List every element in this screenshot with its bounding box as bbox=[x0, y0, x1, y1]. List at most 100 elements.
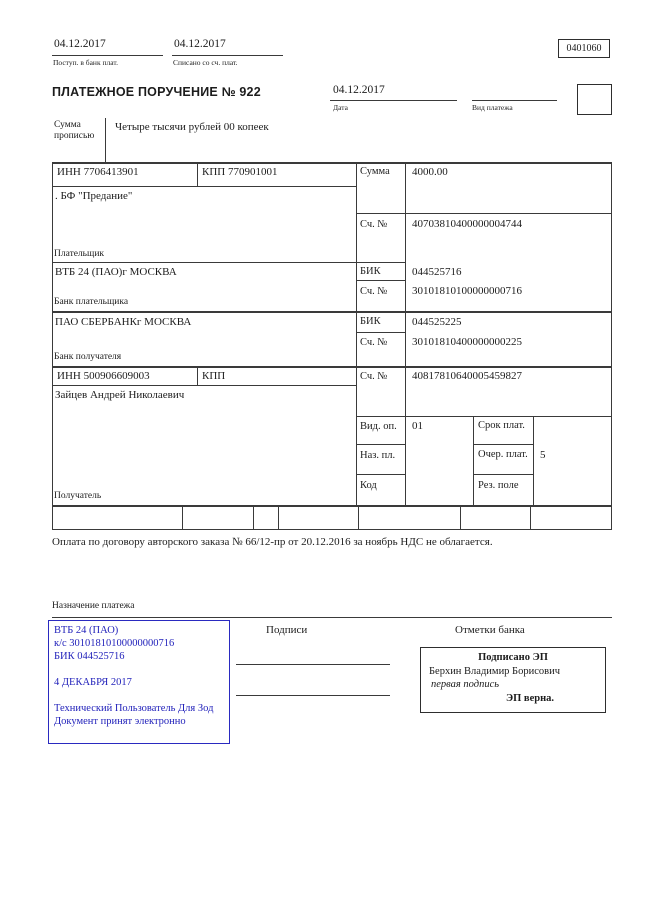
stamp-bank-name: ВТБ 24 (ПАО) bbox=[54, 625, 119, 636]
grid-line bbox=[330, 100, 457, 102]
payer-bank-account-label: Сч. № bbox=[360, 286, 388, 297]
payee-account-label: Сч. № bbox=[360, 371, 388, 382]
esign-name: Берхин Владимир Борисович bbox=[429, 665, 560, 677]
grid-line bbox=[197, 366, 199, 386]
grid-line bbox=[473, 474, 534, 476]
pay-term-label: Срок плат. bbox=[478, 420, 525, 431]
grid-line bbox=[473, 444, 534, 446]
stamp-note: Документ принят электронно bbox=[54, 716, 186, 727]
grid-line bbox=[52, 262, 406, 264]
grid-line bbox=[356, 162, 358, 506]
date-label: Дата bbox=[333, 103, 348, 112]
payee-name: Зайцев Андрей Николаевич bbox=[55, 389, 185, 401]
esign-title: Подписано ЭП bbox=[478, 652, 548, 663]
grid-line bbox=[236, 695, 390, 697]
grid-line bbox=[356, 416, 612, 418]
payee-bank-bik: 044525225 bbox=[412, 316, 462, 328]
grid-line bbox=[533, 416, 535, 506]
payee-bank-name: ПАО СБЕРБАНКг МОСКВА bbox=[55, 316, 192, 328]
grid-line bbox=[52, 505, 612, 507]
payer-kpp: КПП 770901001 bbox=[202, 166, 278, 178]
payee-bank-account: 30101810400000000225 bbox=[412, 336, 522, 348]
grid-line bbox=[278, 505, 280, 530]
op-type-label: Вид. оп. bbox=[360, 421, 397, 432]
form-code-box: 0401060 bbox=[558, 39, 610, 58]
grid-line bbox=[105, 118, 107, 162]
payer-name: . БФ "Предание" bbox=[55, 190, 133, 202]
payer-bank-name: ВТБ 24 (ПАО)г МОСКВА bbox=[55, 266, 177, 278]
payee-label: Получатель bbox=[54, 491, 102, 501]
sum-value: 4000.00 bbox=[412, 166, 448, 178]
grid-line bbox=[356, 332, 406, 334]
payer-bank-account: 30101810100000000716 bbox=[412, 285, 522, 297]
payer-label: Плательщик bbox=[54, 249, 105, 259]
grid-line bbox=[530, 505, 532, 530]
payment-purpose-label: Назначение платежа bbox=[52, 601, 135, 611]
payment-kind-box bbox=[577, 84, 612, 115]
pay-order-value: 5 bbox=[540, 449, 546, 461]
grid-line bbox=[253, 505, 255, 530]
bank-stamp: ВТБ 24 (ПАО) к/с 30101810100000000716 БИ… bbox=[48, 620, 230, 744]
payer-account: 40703810400000004744 bbox=[412, 218, 522, 230]
op-type-value: 01 bbox=[412, 420, 423, 432]
reserve-field-label: Рез. поле bbox=[478, 480, 519, 491]
esign-verified: ЭП верна. bbox=[505, 692, 554, 704]
grid-line bbox=[610, 162, 612, 530]
grid-line bbox=[356, 474, 406, 476]
received-date: 04.12.2017 bbox=[54, 38, 106, 50]
payment-purpose-text: Оплата по договору авторского заказа № 6… bbox=[52, 536, 493, 548]
debited-date-label: Списано со сч. плат. bbox=[173, 58, 238, 67]
stamp-corr-account: к/с 30101810100000000716 bbox=[54, 638, 175, 649]
code-label: Код bbox=[360, 480, 377, 491]
stamp-bik: БИК 044525716 bbox=[54, 651, 125, 662]
grid-line bbox=[52, 385, 357, 387]
purpose-code-label: Наз. пл. bbox=[360, 450, 396, 461]
bank-marks-label: Отметки банка bbox=[455, 624, 525, 636]
grid-line bbox=[358, 505, 360, 530]
grid-line bbox=[473, 416, 475, 506]
payer-bank-label: Банк плательщика bbox=[54, 297, 129, 307]
grid-line bbox=[52, 366, 612, 368]
payer-account-label: Сч. № bbox=[360, 219, 388, 230]
payee-kpp-label: КПП bbox=[202, 370, 226, 382]
grid-line bbox=[356, 444, 406, 446]
grid-line bbox=[197, 162, 199, 187]
esign-note: первая подпись bbox=[431, 679, 500, 690]
stamp-date: 4 ДЕКАБРЯ 2017 bbox=[54, 677, 132, 688]
grid-line bbox=[460, 505, 462, 530]
sum-label: Сумма bbox=[360, 166, 390, 177]
grid-line bbox=[472, 100, 557, 102]
esign-box: Подписано ЭП Берхин Владимир Борисович п… bbox=[420, 647, 606, 713]
grid-line bbox=[52, 162, 54, 530]
stamp-user: Технический Пользователь Для Зод bbox=[54, 703, 214, 714]
stamp-spacer bbox=[54, 663, 224, 676]
payment-order-title: ПЛАТЕЖНОЕ ПОРУЧЕНИЕ № 922 bbox=[52, 85, 261, 99]
payer-bank-bik: 044525716 bbox=[412, 266, 462, 278]
stamp-spacer bbox=[54, 689, 224, 702]
debited-date: 04.12.2017 bbox=[174, 38, 226, 50]
grid-line bbox=[356, 213, 612, 215]
grid-line bbox=[182, 505, 184, 530]
payer-inn: ИНН 7706413901 bbox=[57, 166, 139, 178]
payee-account: 40817810640005459827 bbox=[412, 370, 522, 382]
grid-line bbox=[405, 162, 407, 506]
signatures-label: Подписи bbox=[266, 624, 308, 636]
payee-bank-bik-label: БИК bbox=[360, 316, 381, 327]
payment-kind-label: Вид платежа bbox=[472, 103, 513, 112]
received-date-label: Поступ. в банк плат. bbox=[53, 58, 118, 67]
amount-words-label: Сумма прописью bbox=[54, 120, 95, 141]
grid-line bbox=[52, 162, 612, 164]
document-date: 04.12.2017 bbox=[333, 84, 385, 96]
grid-line bbox=[52, 311, 612, 313]
grid-line bbox=[236, 664, 390, 666]
payer-bank-bik-label: БИК bbox=[360, 266, 381, 277]
grid-line bbox=[356, 280, 406, 282]
payee-bank-account-label: Сч. № bbox=[360, 337, 388, 348]
amount-words-value: Четыре тысячи рублей 00 копеек bbox=[115, 121, 269, 133]
grid-line bbox=[52, 186, 357, 188]
payee-bank-label: Банк получателя bbox=[54, 352, 122, 362]
pay-order-label: Очер. плат. bbox=[478, 449, 528, 460]
grid-line bbox=[52, 617, 612, 619]
grid-line bbox=[172, 55, 283, 57]
